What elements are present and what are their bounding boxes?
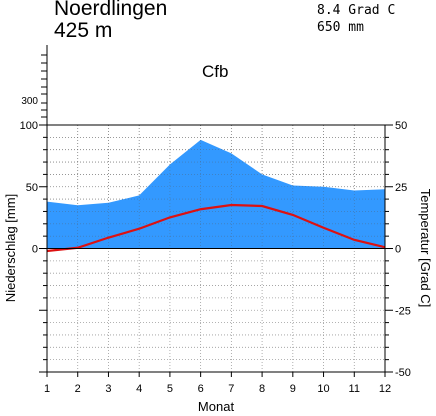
- mean-temperature: 8.4 Grad C: [317, 3, 396, 18]
- x-tick-label: 1: [44, 383, 50, 395]
- axis-ticks: [39, 54, 393, 377]
- left-axis-label: Niederschlag [mm]: [3, 194, 18, 302]
- left-tick-label: 0: [32, 244, 38, 256]
- right-tick-label: 0: [395, 244, 401, 256]
- left-tick-label-300: 300: [21, 96, 38, 107]
- right-tick-label: 50: [395, 120, 407, 132]
- x-tick-label: 3: [105, 383, 111, 395]
- left-tick-label: 50: [26, 182, 38, 194]
- right-tick-label: -50: [395, 367, 411, 379]
- right-tick-label: -25: [395, 305, 411, 317]
- temperature-line: [46, 203, 386, 253]
- station-name: Noerdlingen: [54, 0, 168, 20]
- x-tick-label: 7: [228, 383, 234, 395]
- annual-precipitation: 650 mm: [317, 20, 364, 35]
- x-axis-label: Monat: [198, 399, 235, 414]
- station-elevation: 425 m: [54, 19, 113, 42]
- x-tick-label: 4: [136, 383, 142, 395]
- climate-classification: Cfb: [202, 62, 229, 81]
- x-tick-label: 2: [75, 383, 81, 395]
- x-tick-label: 5: [167, 383, 173, 395]
- x-tick-label: 12: [379, 383, 391, 395]
- precipitation-area: [47, 139, 385, 249]
- x-tick-label: 6: [198, 383, 204, 395]
- x-tick-label: 10: [317, 383, 329, 395]
- x-tick-label: 11: [349, 383, 360, 395]
- right-tick-label: 25: [395, 182, 407, 194]
- x-tick-label: 9: [290, 383, 296, 395]
- left-tick-label: 100: [20, 120, 38, 132]
- right-axis-label: Temperatur [Grad C]: [418, 189, 433, 308]
- x-tick-label: 8: [259, 383, 265, 395]
